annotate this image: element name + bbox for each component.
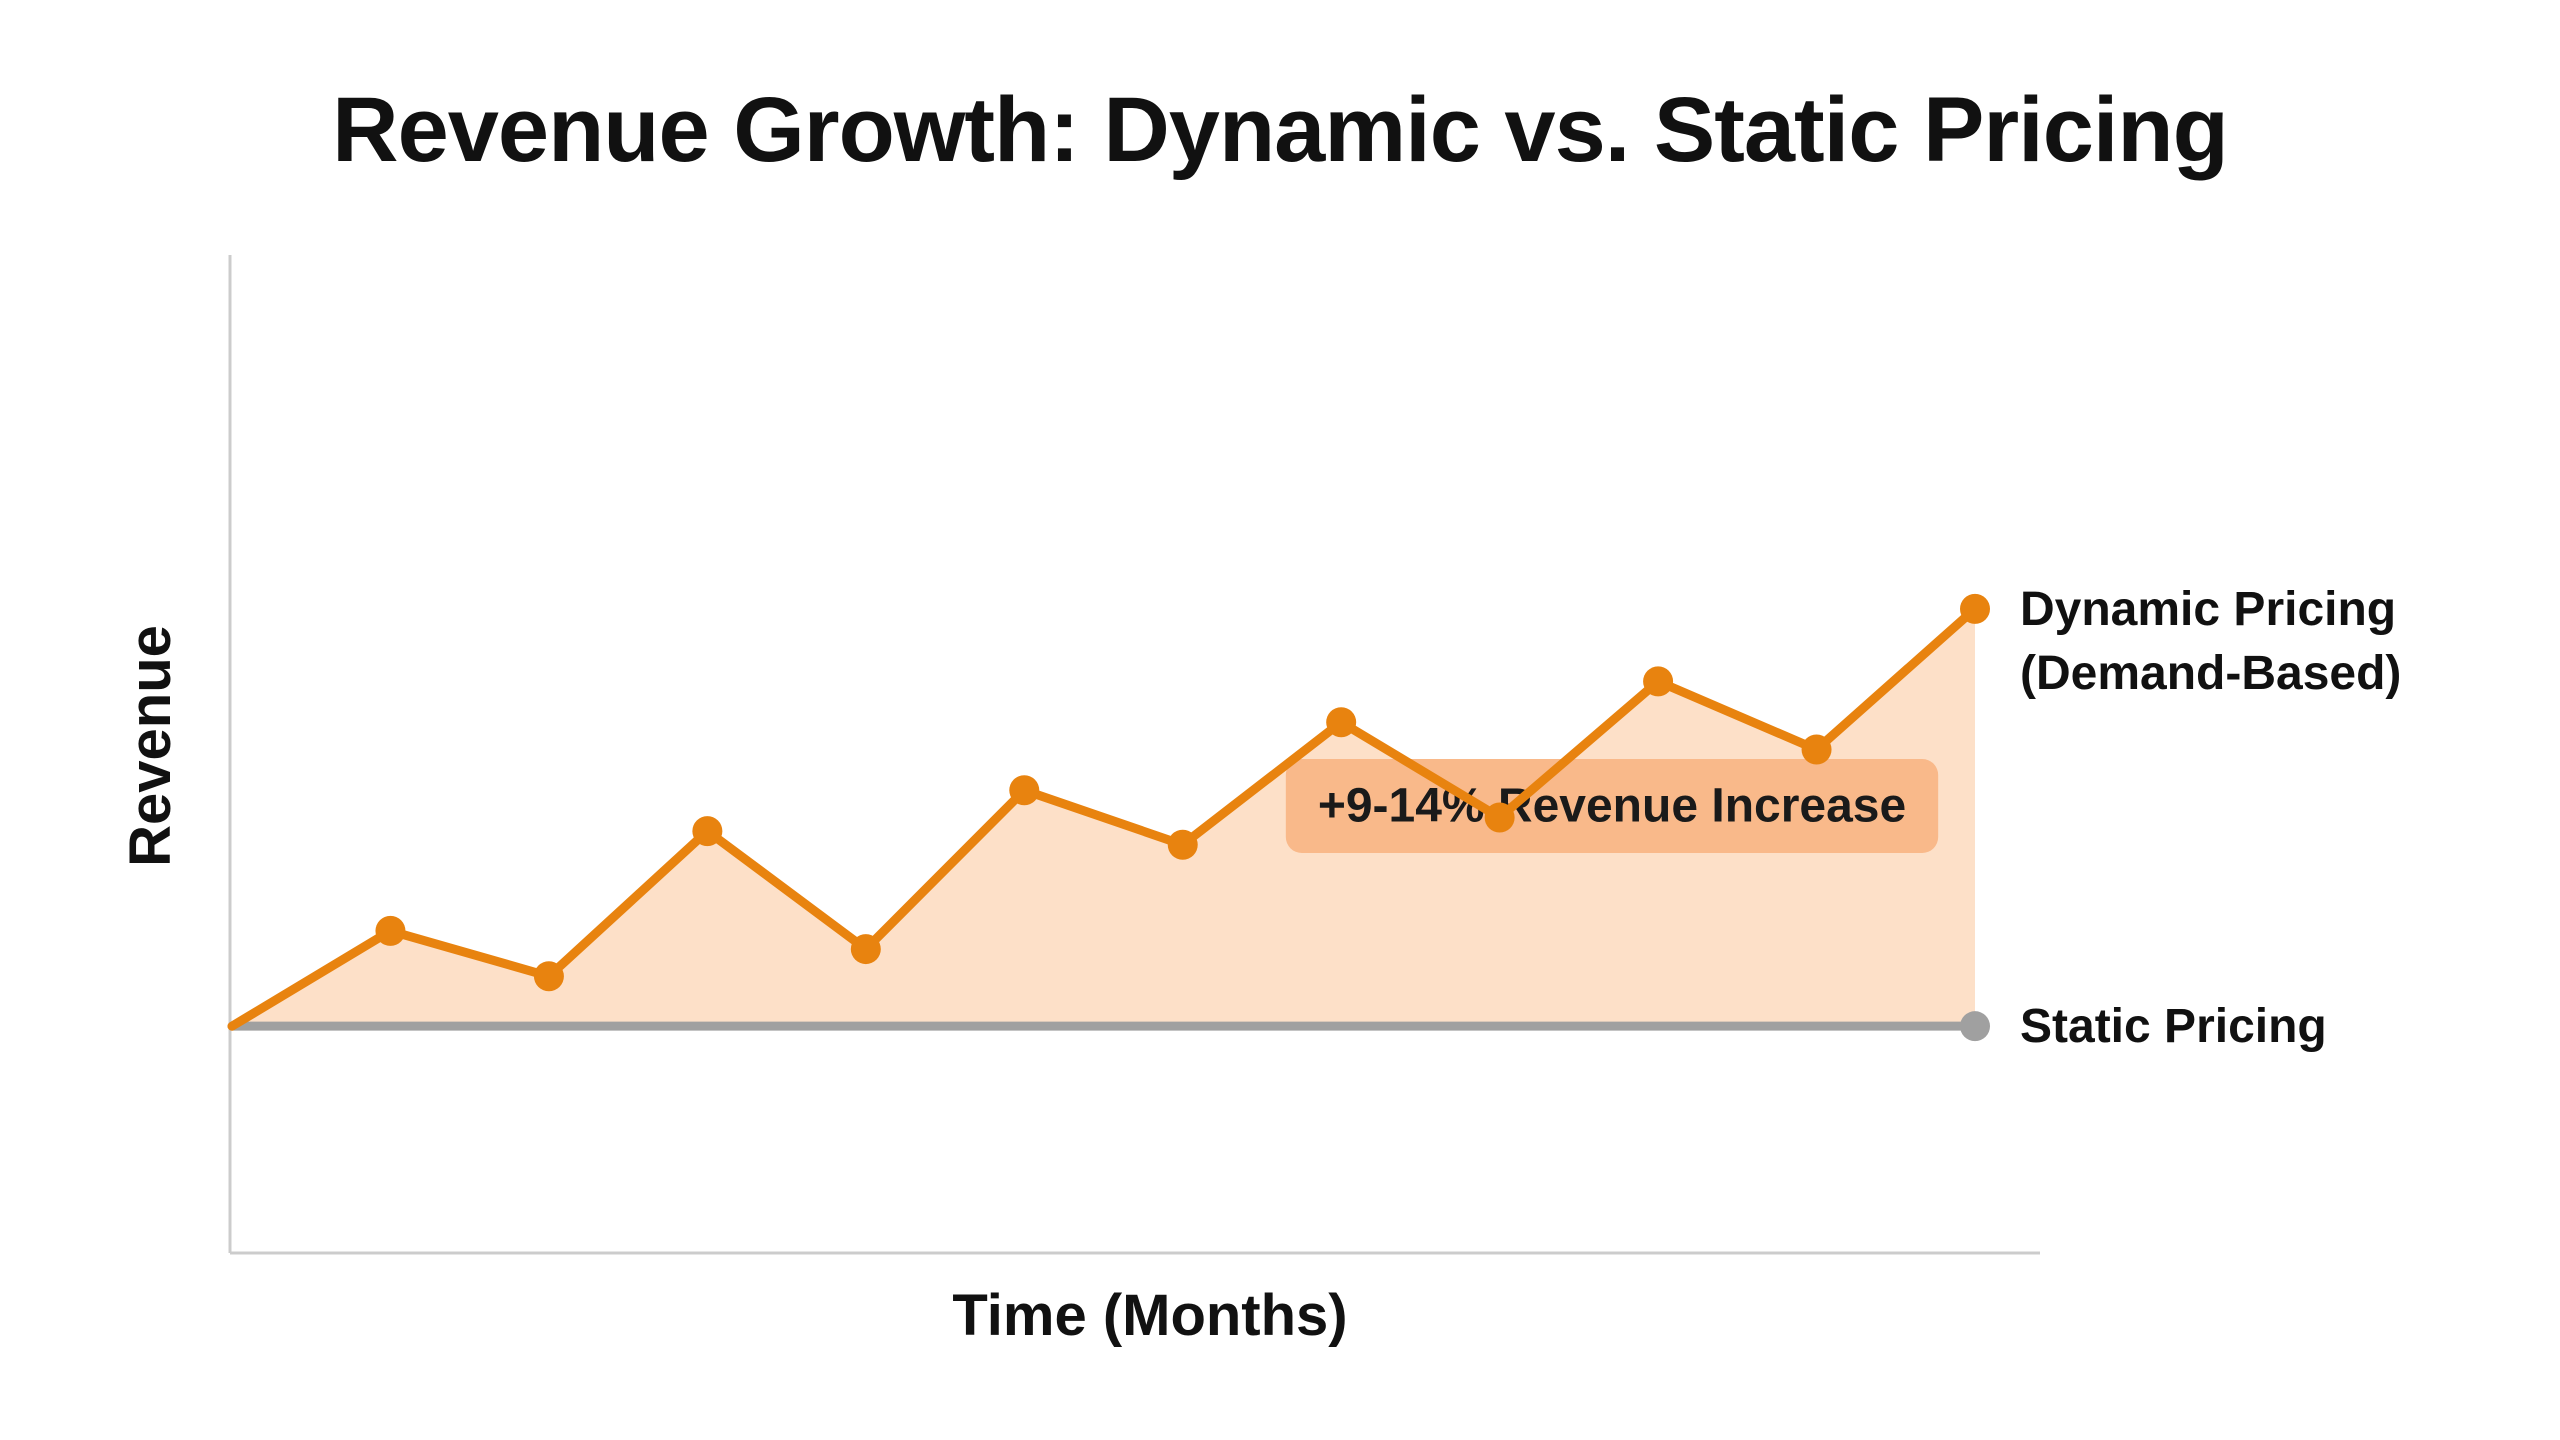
series-points (375, 593, 1990, 1042)
series-labels: Dynamic Pricing (Demand-Based) Static Pric… (2020, 583, 2401, 1053)
axes-layer (228, 255, 2040, 1255)
dynamic-pricing-point (1326, 707, 1357, 738)
dynamic-pricing-point (533, 961, 564, 992)
area-layer (232, 608, 1975, 1027)
chart-title: Revenue Growth: Dynamic vs. Static Prici… (332, 79, 2229, 181)
dynamic-pricing-point (1484, 802, 1515, 833)
x-axis-title: Time (Months) (952, 1283, 1347, 1348)
dynamic-pricing-line (227, 604, 1980, 1031)
dynamic-pricing-point (850, 934, 881, 965)
dynamic-pricing-point (1960, 593, 1990, 624)
static-pricing-point (1960, 1011, 1990, 1042)
dynamic-pricing-point (1009, 775, 1040, 806)
dynamic-pricing-label: Dynamic Pricing (Demand-Based) (2020, 583, 2401, 700)
annotation-layer: +9-14% Revenue Increase (1285, 759, 1939, 853)
dynamic-pricing-point (1643, 666, 1674, 697)
annotation-label: +9-14% Revenue Increase (1318, 780, 1906, 833)
series-lines (227, 604, 1980, 1031)
y-axis-title: Revenue (118, 625, 183, 867)
static-pricing-label: Static Pricing (2020, 1000, 2327, 1053)
revenue-gap-area (232, 608, 1975, 1027)
dynamic-pricing-point (375, 915, 406, 946)
dynamic-pricing-point (1167, 829, 1198, 860)
dynamic-pricing-point (1801, 734, 1832, 765)
dynamic-pricing-point (692, 816, 723, 847)
